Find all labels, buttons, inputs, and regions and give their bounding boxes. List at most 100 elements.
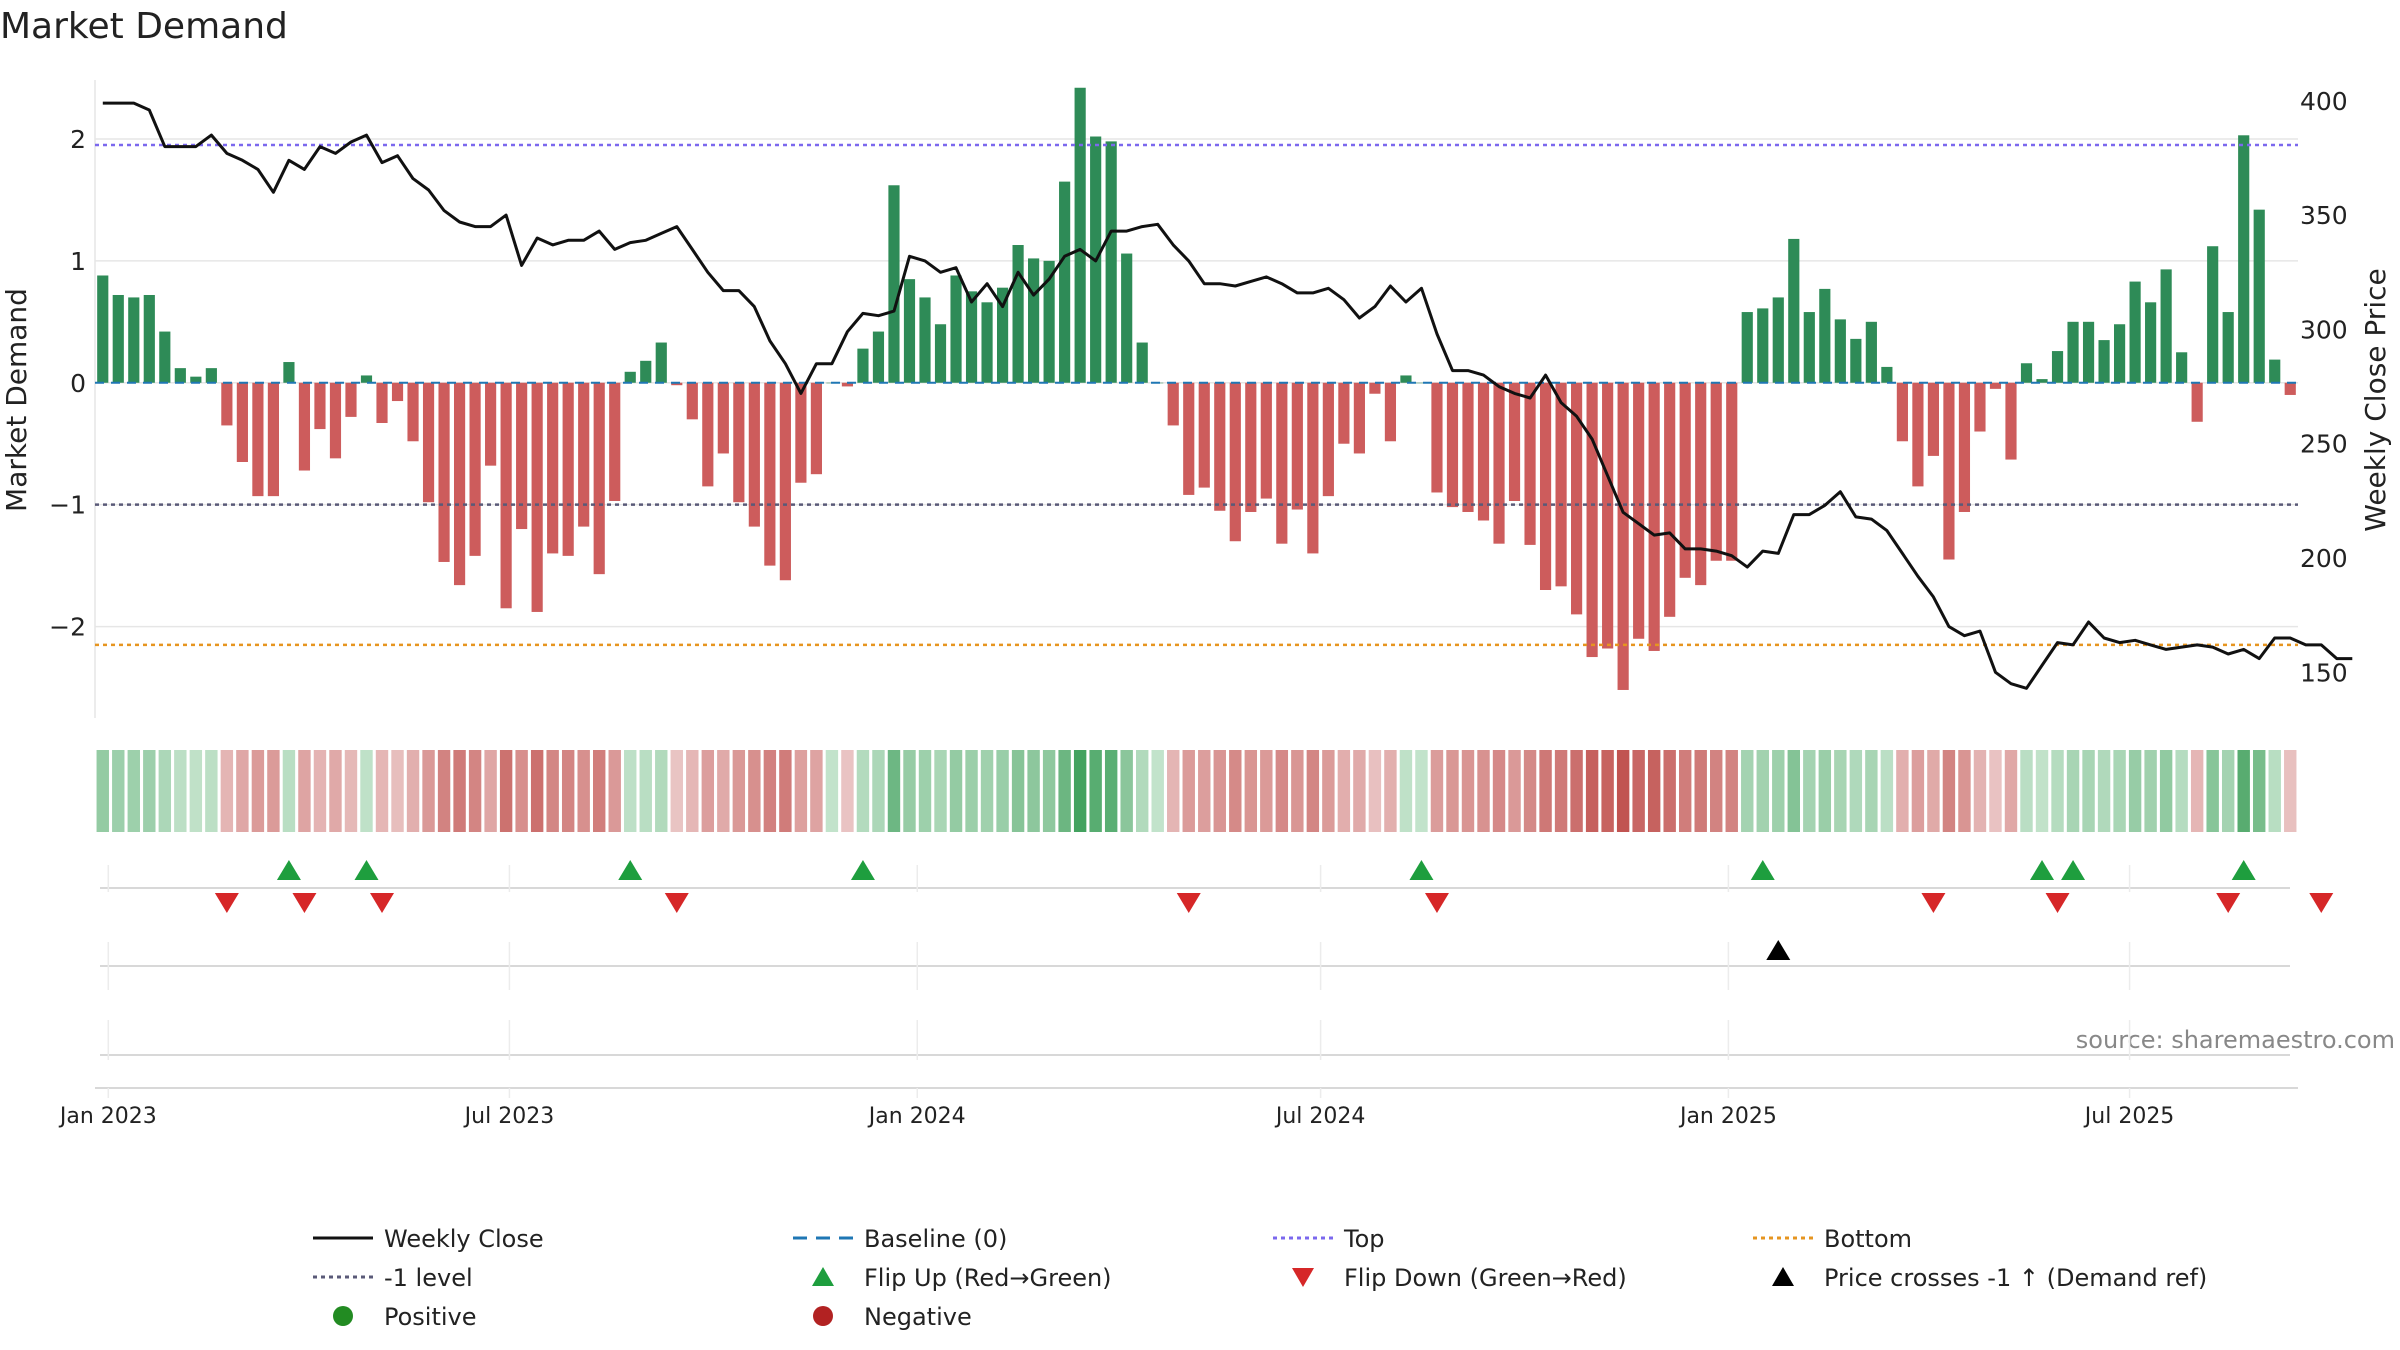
heat-strip-cell (608, 750, 621, 832)
heat-strip-cell (2190, 750, 2204, 832)
demand-bar (1617, 382, 1629, 690)
demand-bar (159, 331, 171, 383)
demand-bar (562, 382, 574, 556)
heat-strip-cell (112, 750, 125, 832)
heat-strip-cell (127, 750, 140, 832)
demand-bar (1819, 288, 1831, 383)
demand-bar (1664, 382, 1676, 617)
flip-up-marker (618, 860, 643, 880)
demand-bar (2269, 359, 2281, 383)
heat-strip-cell (251, 750, 265, 832)
demand-bars (97, 87, 2296, 690)
heat-strip-cell (810, 750, 823, 832)
heat-strip-cell (1896, 750, 1909, 832)
demand-bar (252, 382, 264, 497)
heat-strip-cell (2128, 750, 2142, 832)
demand-bar (1229, 382, 1241, 542)
demand-bar (298, 382, 311, 471)
heat-strip-cell (794, 750, 808, 832)
flip-up-marker (2030, 860, 2055, 880)
demand-bar (1927, 382, 1940, 456)
demand-bar (2082, 321, 2095, 383)
demand-bar (1710, 382, 1722, 561)
heat-strip-cell (2221, 750, 2235, 832)
heat-strip-cell (2035, 750, 2049, 832)
demand-bar (2129, 281, 2141, 383)
heat-strip-cell (2082, 750, 2095, 832)
heat-strip-cell (1616, 750, 1630, 832)
heat-strip-cell (1678, 750, 1692, 832)
legend-label-negative: Negative (864, 1303, 972, 1331)
heat-strip-cell (856, 750, 870, 832)
demand-bar (2067, 321, 2079, 383)
heat-strip-cell (639, 750, 652, 832)
heat-strip-cell (1725, 750, 1738, 832)
heat-strip-cell (174, 750, 187, 832)
demand-bar (1974, 382, 1986, 432)
heat-strip-cell (2097, 750, 2111, 832)
heat-strip-cell (593, 750, 606, 832)
heat-strip-cell (1694, 750, 1707, 832)
heat-strip-cell (903, 750, 916, 832)
demand-bar (1586, 382, 1598, 658)
weekly-close-series (102, 101, 2353, 690)
legend-swatch-flipdown (1292, 1268, 1314, 1287)
heat-strip-cell (1632, 750, 1645, 832)
demand-bar (1431, 382, 1443, 493)
heat-strip-cell (437, 750, 451, 832)
heat-strip-cell (2206, 750, 2219, 832)
demand-bar (1958, 382, 1971, 512)
demand-bar (329, 382, 342, 459)
demand-bar (2253, 209, 2265, 383)
heat-strip-cell (1911, 750, 1925, 832)
legend-label-top: Top (1343, 1225, 1385, 1253)
heat-strip-cell (220, 750, 234, 832)
demand-bar (686, 382, 698, 420)
demand-bar (1446, 382, 1459, 508)
heat-strip-cell (1539, 750, 1552, 832)
demand-bar (1074, 87, 1086, 383)
heat-strip-cell (1042, 750, 1056, 832)
heat-strip-cell (468, 750, 482, 832)
heat-strip-cell (1523, 750, 1537, 832)
heat-strip-cell (205, 750, 218, 832)
heat-strip-cell (344, 750, 358, 832)
heat-strip-cell (1384, 750, 1397, 832)
demand-bar (2207, 246, 2219, 383)
demand-bar (748, 382, 760, 527)
price-cross-marker (1766, 940, 1791, 960)
demand-bar (2284, 382, 2296, 395)
heat-strip-cell (1182, 750, 1195, 832)
flip-down-marker (2045, 893, 2070, 913)
demand-bar (1198, 382, 1210, 488)
flip-up-marker (1750, 860, 1775, 880)
heat-strip-cell (624, 750, 637, 832)
demand-bar (205, 368, 217, 383)
demand-bar (2005, 382, 2017, 460)
heat-strip-cell (1011, 750, 1025, 832)
heat-strip-cell (1135, 750, 1149, 832)
legend-label-cross: Price crosses -1 ↑ (Demand ref) (1824, 1264, 2207, 1292)
demand-bar (764, 382, 776, 566)
flip-up-marker (1409, 860, 1434, 880)
demand-bar (888, 185, 900, 383)
heat-strip-cell (515, 750, 528, 832)
demand-bar (1555, 382, 1567, 587)
heat-strip-cell (329, 750, 342, 832)
heat-strip-cell (887, 750, 901, 832)
y-ticks: 2 1 0 −1 −2 400 350 300 250 200 150 (49, 87, 2348, 687)
demand-bar (174, 368, 186, 383)
flip-down-marker (214, 893, 239, 913)
flip-up-marker (850, 860, 875, 880)
flip-up-marker (2231, 860, 2256, 880)
demand-bar (283, 362, 295, 383)
heat-strip-cell (96, 750, 109, 832)
heat-strip-cell (1508, 750, 1521, 832)
demand-bar (950, 275, 962, 383)
heat-strip-cell (1710, 750, 1723, 832)
demand-bar (143, 294, 155, 383)
demand-bar (841, 382, 854, 387)
heat-strip-cell (546, 750, 559, 832)
demand-bar (1989, 382, 2002, 389)
demand-bar (1322, 382, 1334, 497)
